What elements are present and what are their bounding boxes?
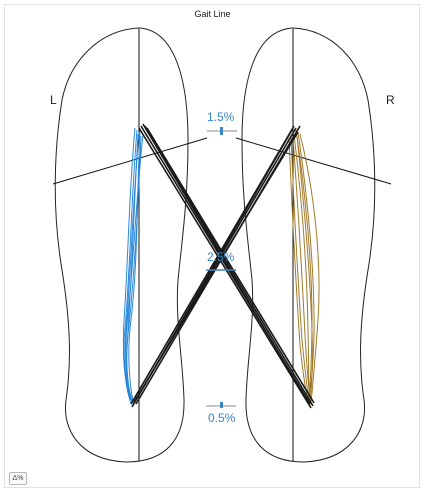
diagram-frame [4, 4, 420, 488]
bottom-percent-label: 0.5% [208, 411, 236, 425]
left-foot-cross-axis [52, 137, 208, 185]
diagram-title: Gait Line [194, 9, 231, 19]
butterfly-diagram [130, 123, 315, 409]
percent-toggle-button[interactable]: Δ% [9, 472, 27, 485]
right-foot-label: R [386, 93, 395, 107]
right-gait-traces [288, 129, 320, 406]
top-indicator-marker [207, 127, 237, 135]
right-foot-outline [241, 27, 376, 463]
left-foot-label: L [50, 93, 57, 107]
left-foot-outline [54, 27, 189, 463]
middle-percent-label: 2.5% [207, 250, 235, 264]
top-percent-label: 1.5% [207, 110, 235, 124]
bottom-indicator-marker [206, 402, 236, 408]
left-gait-traces [122, 127, 144, 405]
right-foot-cross-axis [235, 137, 392, 185]
